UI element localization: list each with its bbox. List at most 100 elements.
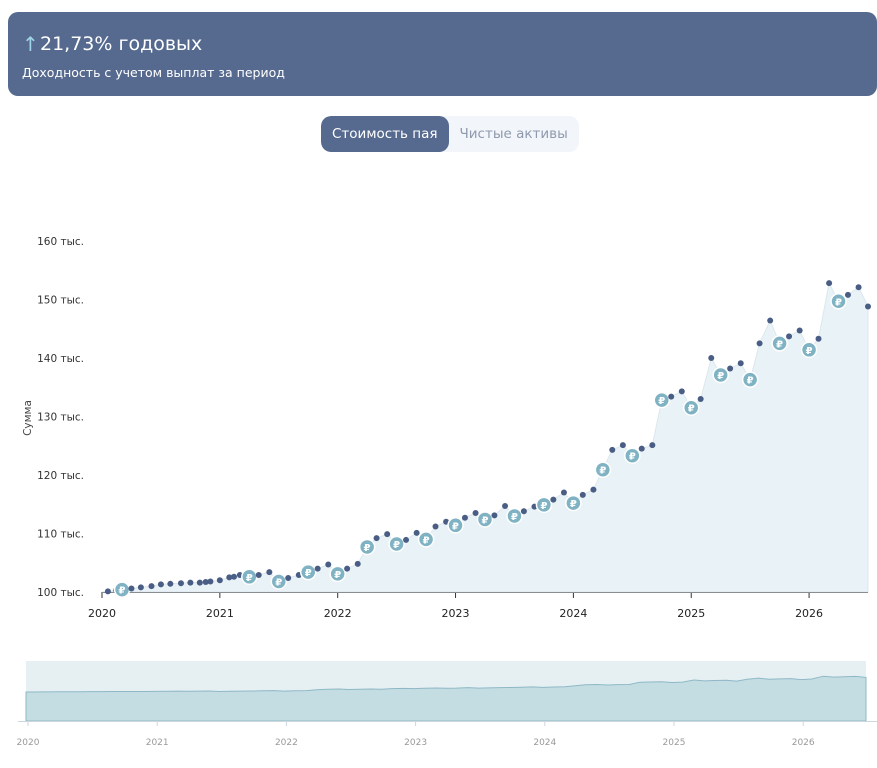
payout-marker[interactable]: ₽: [270, 573, 288, 590]
payout-marker[interactable]: ₽: [653, 391, 671, 409]
x-tick-label: 2024: [559, 607, 587, 620]
data-point[interactable]: [207, 578, 214, 585]
data-point[interactable]: [609, 446, 616, 453]
data-point[interactable]: [266, 569, 273, 576]
payout-marker[interactable]: ₽: [299, 563, 317, 581]
payout-marker[interactable]: ₽: [329, 565, 346, 583]
data-point[interactable]: [815, 335, 822, 342]
payout-marker[interactable]: ₽: [800, 341, 818, 359]
payout-marker[interactable]: ₽: [358, 538, 376, 556]
data-point[interactable]: [113, 587, 120, 594]
payout-marker[interactable]: ₽: [682, 399, 700, 416]
data-point[interactable]: [502, 503, 509, 510]
data-point[interactable]: [354, 560, 361, 567]
data-point[interactable]: [236, 572, 243, 579]
data-point[interactable]: [796, 327, 803, 334]
payout-marker[interactable]: ₽: [476, 511, 494, 528]
payout-marker[interactable]: ₽: [535, 496, 553, 514]
data-point[interactable]: [403, 536, 410, 543]
data-point[interactable]: [844, 291, 851, 298]
payout-circle: [417, 531, 435, 548]
data-point[interactable]: [619, 442, 626, 449]
data-point[interactable]: [520, 508, 527, 515]
data-point[interactable]: [255, 572, 262, 579]
payout-circle: [329, 565, 346, 583]
navigator[interactable]: 2020 2021 2022 2023 2024 2025 2026: [17, 661, 877, 748]
payout-marker[interactable]: ₽: [241, 568, 258, 586]
data-point[interactable]: [196, 579, 203, 586]
data-point[interactable]: [314, 565, 321, 572]
data-point[interactable]: [638, 445, 645, 452]
data-point[interactable]: [826, 280, 833, 287]
payout-marker[interactable]: ₽: [771, 335, 788, 352]
data-point[interactable]: [226, 574, 233, 581]
payout-marker[interactable]: ₽: [830, 293, 847, 310]
yield-value: 21,73% годовых: [40, 33, 203, 55]
payout-marker[interactable]: ₽: [624, 447, 641, 464]
payout-marker[interactable]: ₽: [417, 531, 435, 548]
data-point[interactable]: [697, 395, 704, 402]
data-point[interactable]: [865, 303, 871, 310]
x-tick-label: 2025: [677, 607, 705, 620]
payout-marker[interactable]: ₽: [506, 507, 523, 525]
data-point[interactable]: [767, 317, 774, 324]
payout-marker[interactable]: ₽: [594, 461, 612, 478]
data-point[interactable]: [167, 580, 174, 587]
data-point[interactable]: [104, 588, 111, 595]
data-point[interactable]: [413, 529, 420, 536]
data-point[interactable]: [285, 574, 292, 581]
data-point[interactable]: [325, 561, 332, 568]
data-point[interactable]: [472, 510, 479, 517]
data-point[interactable]: [216, 577, 223, 584]
x-tick-label: 2023: [442, 607, 470, 620]
data-point[interactable]: [443, 518, 450, 525]
data-point[interactable]: [590, 486, 597, 493]
tab-net-assets[interactable]: Чистые активы: [459, 126, 568, 142]
data-point[interactable]: [649, 442, 656, 449]
data-point[interactable]: [560, 489, 567, 496]
data-point[interactable]: [579, 491, 586, 498]
arrow-up-icon: ↑: [22, 32, 39, 56]
data-point[interactable]: [727, 365, 734, 372]
tab-unit-price[interactable]: Стоимость пая: [321, 116, 449, 152]
data-point[interactable]: [461, 514, 468, 521]
data-point[interactable]: [855, 284, 862, 291]
data-point[interactable]: [384, 531, 391, 538]
data-point[interactable]: [491, 512, 498, 519]
payout-marker[interactable]: ₽: [113, 581, 131, 598]
data-point[interactable]: [148, 583, 155, 590]
payout-circle: [800, 341, 818, 359]
navigator-tick-label: 2024: [533, 738, 556, 748]
navigator-tick-label: 2021: [146, 738, 169, 748]
data-point[interactable]: [230, 573, 237, 580]
data-point[interactable]: [786, 333, 793, 340]
data-point[interactable]: [137, 584, 144, 591]
payout-circle: [388, 535, 405, 553]
data-point[interactable]: [737, 360, 744, 367]
ruble-icon: ₽: [540, 501, 547, 512]
ruble-icon: ₽: [482, 515, 489, 526]
payout-marker[interactable]: ₽: [388, 535, 405, 553]
payout-marker[interactable]: ₽: [712, 366, 729, 384]
data-point[interactable]: [668, 393, 675, 400]
data-point[interactable]: [177, 580, 184, 587]
data-point[interactable]: [344, 565, 351, 572]
data-point[interactable]: [678, 388, 685, 395]
data-point[interactable]: [550, 496, 557, 503]
payout-marker[interactable]: ₽: [741, 371, 759, 388]
data-point[interactable]: [432, 523, 439, 530]
data-point[interactable]: [531, 503, 538, 510]
data-point[interactable]: [295, 572, 302, 579]
ruble-icon: ₽: [806, 346, 813, 357]
payout-marker[interactable]: ₽: [447, 517, 464, 534]
payout-marker[interactable]: ₽: [565, 494, 582, 512]
data-point[interactable]: [708, 355, 715, 361]
y-tick-label: 110 тыс.: [37, 529, 84, 541]
data-point[interactable]: [157, 581, 164, 588]
data-point[interactable]: [373, 535, 380, 542]
payout-circle: [653, 391, 671, 409]
data-point[interactable]: [128, 585, 135, 592]
data-point[interactable]: [202, 579, 209, 586]
data-point[interactable]: [187, 579, 194, 586]
data-point[interactable]: [756, 340, 763, 347]
